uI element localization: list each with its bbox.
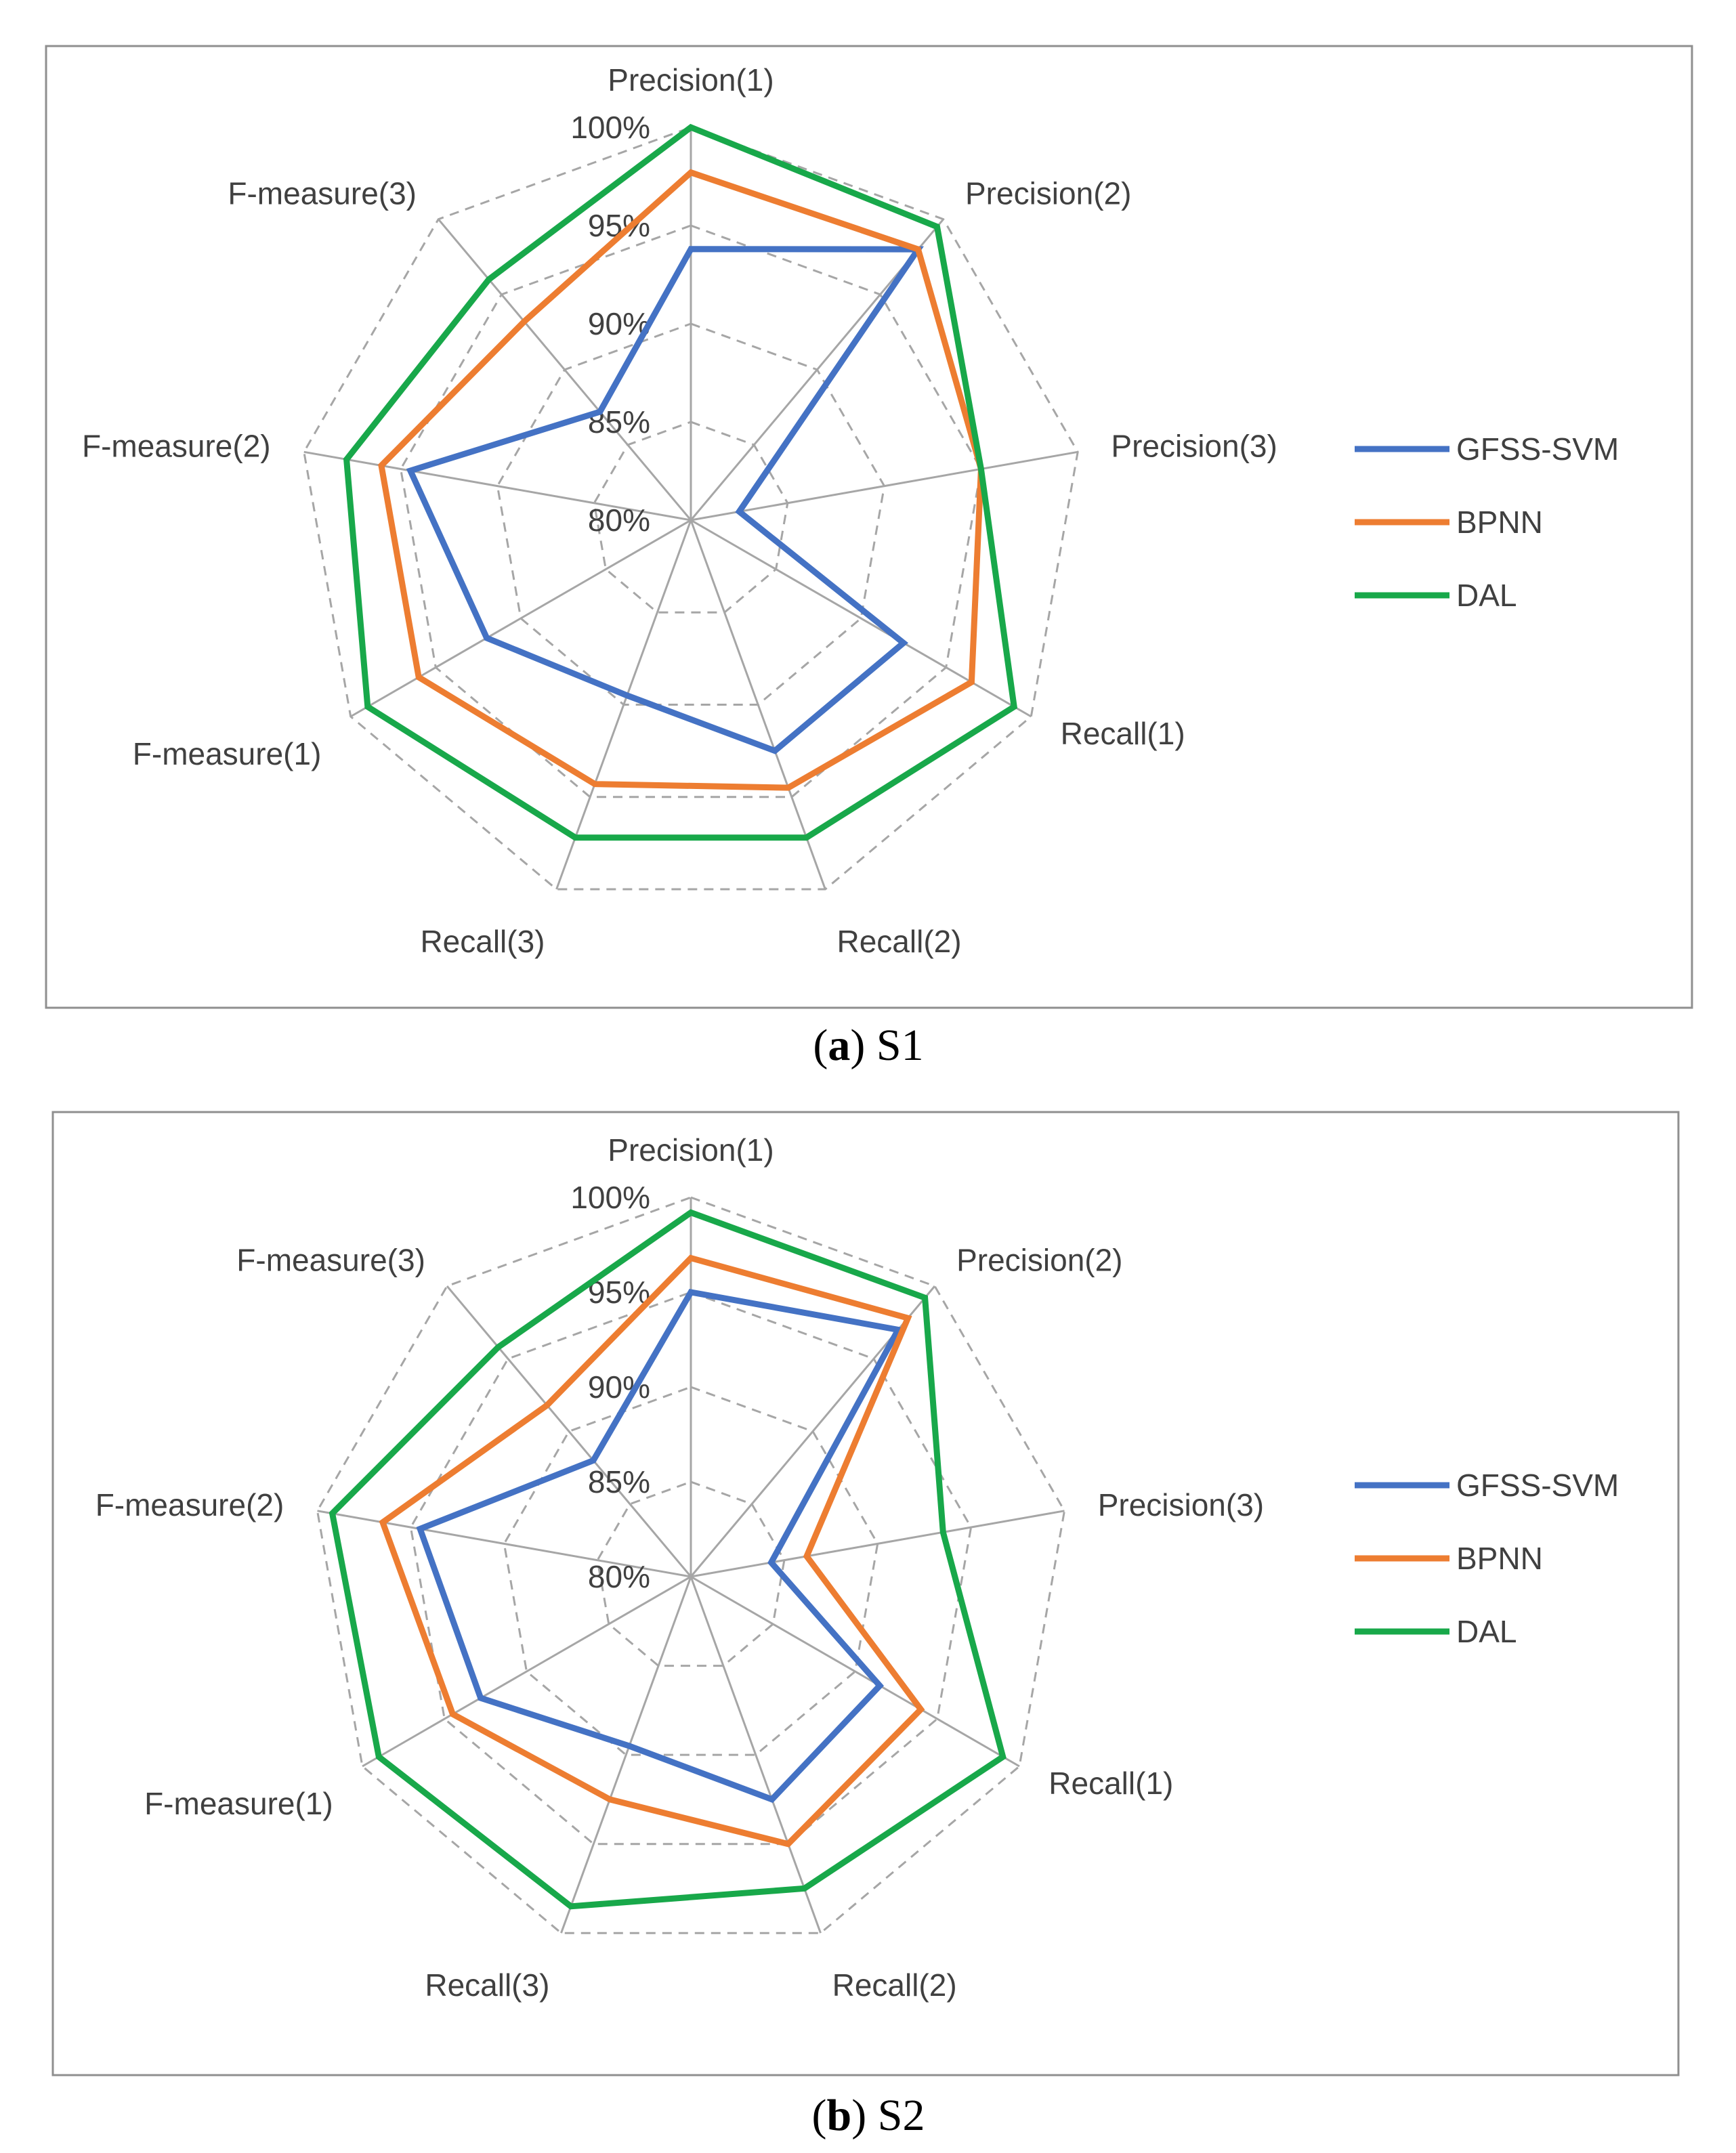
axis-label-recall-2: Recall(2) bbox=[832, 1967, 957, 2003]
axis-label-f-measure-3: F-measure(3) bbox=[228, 175, 417, 211]
caption-letter: b bbox=[827, 2091, 852, 2140]
series-dal bbox=[343, 123, 1018, 841]
axis-label-precision-2: Precision(2) bbox=[956, 1243, 1122, 1278]
axis-label-f-measure-3: F-measure(3) bbox=[236, 1243, 425, 1278]
spoke-recall-3 bbox=[555, 519, 692, 890]
axis-label-precision-3: Precision(3) bbox=[1111, 429, 1277, 464]
spoke-f-measure-3 bbox=[446, 1285, 692, 1577]
tick-label-100: 100% bbox=[570, 1180, 650, 1215]
axis-label-f-measure-2: F-measure(2) bbox=[96, 1487, 284, 1522]
axis-label-precision-1: Precision(1) bbox=[608, 1132, 774, 1168]
axis-label-recall-3: Recall(3) bbox=[425, 1967, 549, 2003]
spoke-precision-3 bbox=[690, 450, 1078, 521]
caption-letter: a bbox=[828, 1021, 850, 1070]
caption-open-paren: ( bbox=[812, 2091, 827, 2140]
series-gfss-svm bbox=[406, 246, 925, 754]
spoke-precision-3 bbox=[690, 1510, 1065, 1578]
axis-label-f-measure-1: F-measure(1) bbox=[133, 736, 322, 771]
axis-label-precision-2: Precision(2) bbox=[965, 175, 1131, 211]
spoke-f-measure-3 bbox=[438, 218, 692, 521]
legend-label-gfss-svm: GFSS-SVM bbox=[1456, 431, 1619, 467]
spoke-f-measure-1 bbox=[362, 1575, 692, 1768]
spoke-recall-1 bbox=[690, 1575, 1020, 1768]
legend-label-dal: DAL bbox=[1456, 578, 1517, 613]
axis-label-recall-1: Recall(1) bbox=[1049, 1766, 1173, 1801]
axis-label-recall-3: Recall(3) bbox=[420, 924, 545, 959]
axis-label-recall-1: Recall(1) bbox=[1061, 716, 1185, 751]
caption-open-paren: ( bbox=[813, 1021, 828, 1070]
caption-text: S2 bbox=[878, 2091, 925, 2140]
tick-label-80: 80% bbox=[588, 1559, 650, 1594]
caption-close-paren: ) bbox=[851, 2091, 877, 2140]
caption-close-paren: ) bbox=[850, 1021, 876, 1070]
legend-label-bpnn: BPNN bbox=[1456, 1541, 1543, 1576]
caption-text: S1 bbox=[876, 1021, 924, 1070]
legend-label-dal: DAL bbox=[1456, 1614, 1517, 1649]
spoke-f-measure-2 bbox=[303, 450, 692, 521]
tick-label-100: 100% bbox=[570, 110, 650, 145]
grid-ring-85 bbox=[593, 421, 789, 614]
axis-label-recall-2: Recall(2) bbox=[837, 924, 962, 959]
chart-frame bbox=[45, 45, 1693, 1009]
spoke-f-measure-1 bbox=[350, 519, 692, 718]
axis-label-precision-3: Precision(3) bbox=[1098, 1487, 1264, 1522]
figure-caption: (a) S1 bbox=[813, 1021, 923, 1070]
axis-label-f-measure-1: F-measure(1) bbox=[144, 1786, 333, 1821]
radar-chart-s1: 80%85%90%95%100% Precision(1)Precision(2… bbox=[45, 45, 1693, 1070]
axis-label-f-measure-2: F-measure(2) bbox=[82, 429, 271, 464]
series-dal bbox=[329, 1209, 1007, 1910]
series-bpnn bbox=[378, 169, 984, 791]
grid-ring-100 bbox=[303, 126, 1079, 891]
legend-label-gfss-svm: GFSS-SVM bbox=[1456, 1468, 1619, 1503]
spoke-recall-3 bbox=[560, 1576, 692, 1934]
tick-label-85: 85% bbox=[588, 1464, 650, 1499]
axis-label-precision-1: Precision(1) bbox=[608, 62, 774, 98]
radar-chart-s2: 80%85%90%95%100% Precision(1)Precision(2… bbox=[51, 1111, 1680, 2140]
tick-label-80: 80% bbox=[588, 503, 650, 538]
grid-ring-90 bbox=[496, 322, 886, 706]
chart-frame bbox=[51, 1111, 1680, 2076]
series-bpnn bbox=[379, 1254, 925, 1848]
figure-caption: (b) S2 bbox=[812, 2091, 925, 2140]
spoke-recall-2 bbox=[690, 519, 826, 890]
legend-label-bpnn: BPNN bbox=[1456, 505, 1543, 540]
series-gfss-svm bbox=[416, 1289, 903, 1804]
spoke-recall-2 bbox=[690, 1576, 822, 1934]
